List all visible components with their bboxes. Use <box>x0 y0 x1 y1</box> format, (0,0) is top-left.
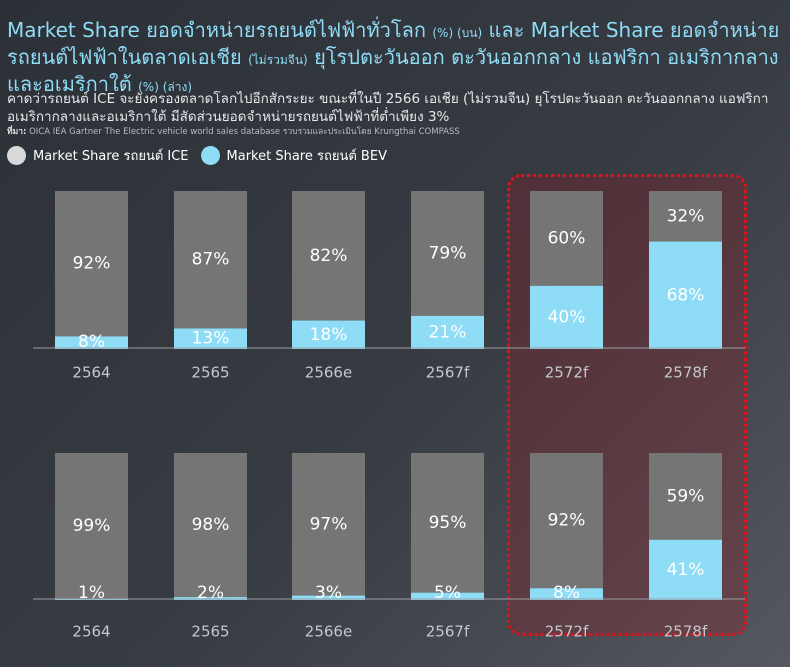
label-ice-1-2567f: 79% <box>429 243 467 263</box>
legend: Market Share รถยนต์ ICE Market Share รถย… <box>7 145 399 166</box>
label-ice-2-2564: 99% <box>73 516 111 536</box>
bar-ice-2-2572f <box>530 453 603 589</box>
bar-ice-1-2572f <box>530 191 603 286</box>
label-bev-1-2567f: 21% <box>429 322 467 342</box>
x-tick-1-2566e: 2566e <box>305 364 352 382</box>
title-unit-c: (%) (ล่าง) <box>138 80 193 94</box>
legend-item-ice: Market Share รถยนต์ ICE <box>7 145 189 166</box>
bar-bev-1-2572f <box>530 285 603 349</box>
source-text: OICA IEA Gartner The Electric vehicle wo… <box>29 127 460 137</box>
label-bev-2-2566e: 3% <box>315 583 342 603</box>
label-bev-2-2564: 1% <box>78 583 105 603</box>
legend-swatch-bev <box>200 146 220 165</box>
chart-title: Market Share ยอดจำหน่ายรถยนต์ไฟฟ้าทั่วโล… <box>7 18 787 99</box>
label-ice-1-2566e: 82% <box>310 246 348 266</box>
x-tick-2-2565: 2565 <box>191 623 229 641</box>
label-ice-1-2565: 87% <box>192 250 230 270</box>
bar-bev-1-2566e <box>292 320 365 349</box>
x-tick-1-2565: 2565 <box>191 364 229 382</box>
label-bev-1-2572f: 40% <box>548 307 586 327</box>
label-ice-2-2567f: 95% <box>429 513 467 533</box>
label-ice-1-2564: 92% <box>73 254 111 274</box>
title-part-b: และ Market Share ยอดจำหน่ายรถยนต์ไฟฟ้าใน… <box>7 18 780 69</box>
x-tick-2-2572f: 2572f <box>545 623 589 641</box>
bar-ice-1-2566e <box>292 191 365 321</box>
bar-ice-1-2567f <box>411 191 484 316</box>
bar-ice-2-2566e <box>292 453 365 596</box>
source-label: ที่มา: <box>7 127 27 137</box>
label-bev-2-2565: 2% <box>197 583 224 603</box>
label-bev-2-2578f: 41% <box>667 560 705 580</box>
bar-ice-1-2578f <box>649 191 722 242</box>
bar-bev-1-2565 <box>174 328 247 349</box>
bar-bev-2-2567f <box>411 592 484 600</box>
bar-ice-2-2567f <box>411 453 484 593</box>
bar-bev-2-2578f <box>649 539 722 600</box>
bar-bev-1-2578f <box>649 241 722 349</box>
title-part-a: Market Share ยอดจำหน่ายรถยนต์ไฟฟ้าทั่วโล… <box>7 18 427 42</box>
x-tick-2-2564: 2564 <box>72 623 110 641</box>
bar-ice-2-2564 <box>55 453 128 599</box>
x-tick-2-2566e: 2566e <box>305 623 352 641</box>
chart-subtitle: คาดว่ารถยนต์ ICE จะยังครองตลาดโลกไปอีกสั… <box>7 91 769 125</box>
bar-bev-2-2572f <box>530 588 603 600</box>
bar-bev-1-2567f <box>411 315 484 349</box>
x-tick-2-2578f: 2578f <box>664 623 708 641</box>
label-ice-1-2572f: 60% <box>548 228 586 248</box>
legend-item-bev: Market Share รถยนต์ BEV <box>200 145 387 166</box>
label-bev-2-2572f: 8% <box>553 583 580 603</box>
bar-bev-1-2564 <box>55 336 128 349</box>
label-bev-1-2578f: 68% <box>667 285 705 305</box>
label-ice-2-2565: 98% <box>192 515 230 535</box>
title-note-b: (ไม่รวมจีน) <box>248 53 308 67</box>
x-tick-1-2578f: 2578f <box>664 364 708 382</box>
bar-ice-2-2565 <box>174 453 247 598</box>
bar-ice-2-2578f <box>649 453 722 540</box>
label-ice-1-2578f: 32% <box>667 206 705 226</box>
x-tick-1-2572f: 2572f <box>545 364 589 382</box>
bar-ice-1-2564 <box>55 191 128 337</box>
title-part-c: ยุโรปตะวันออก ตะวันออกกลาง แอฟริกา อเมริ… <box>7 45 779 96</box>
label-ice-2-2578f: 59% <box>667 486 705 506</box>
label-bev-1-2564: 8% <box>78 332 105 352</box>
label-bev-1-2565: 13% <box>192 329 230 349</box>
source-note: ที่มา: OICA IEA Gartner The Electric veh… <box>7 127 787 138</box>
label-ice-2-2566e: 97% <box>310 514 348 534</box>
bar-ice-1-2565 <box>174 191 247 329</box>
title-unit-a: (%) (บน) <box>432 26 483 40</box>
label-ice-2-2572f: 92% <box>548 511 586 531</box>
x-tick-1-2567f: 2567f <box>426 364 470 382</box>
x-tick-2-2567f: 2567f <box>426 623 470 641</box>
legend-label-ice: Market Share รถยนต์ ICE <box>33 149 189 164</box>
legend-label-bev: Market Share รถยนต์ BEV <box>226 149 387 164</box>
label-bev-1-2566e: 18% <box>310 325 348 345</box>
legend-swatch-ice <box>7 146 26 165</box>
x-tick-1-2564: 2564 <box>72 364 110 382</box>
bar-bev-2-2566e <box>292 595 365 600</box>
label-bev-2-2567f: 5% <box>434 583 461 603</box>
